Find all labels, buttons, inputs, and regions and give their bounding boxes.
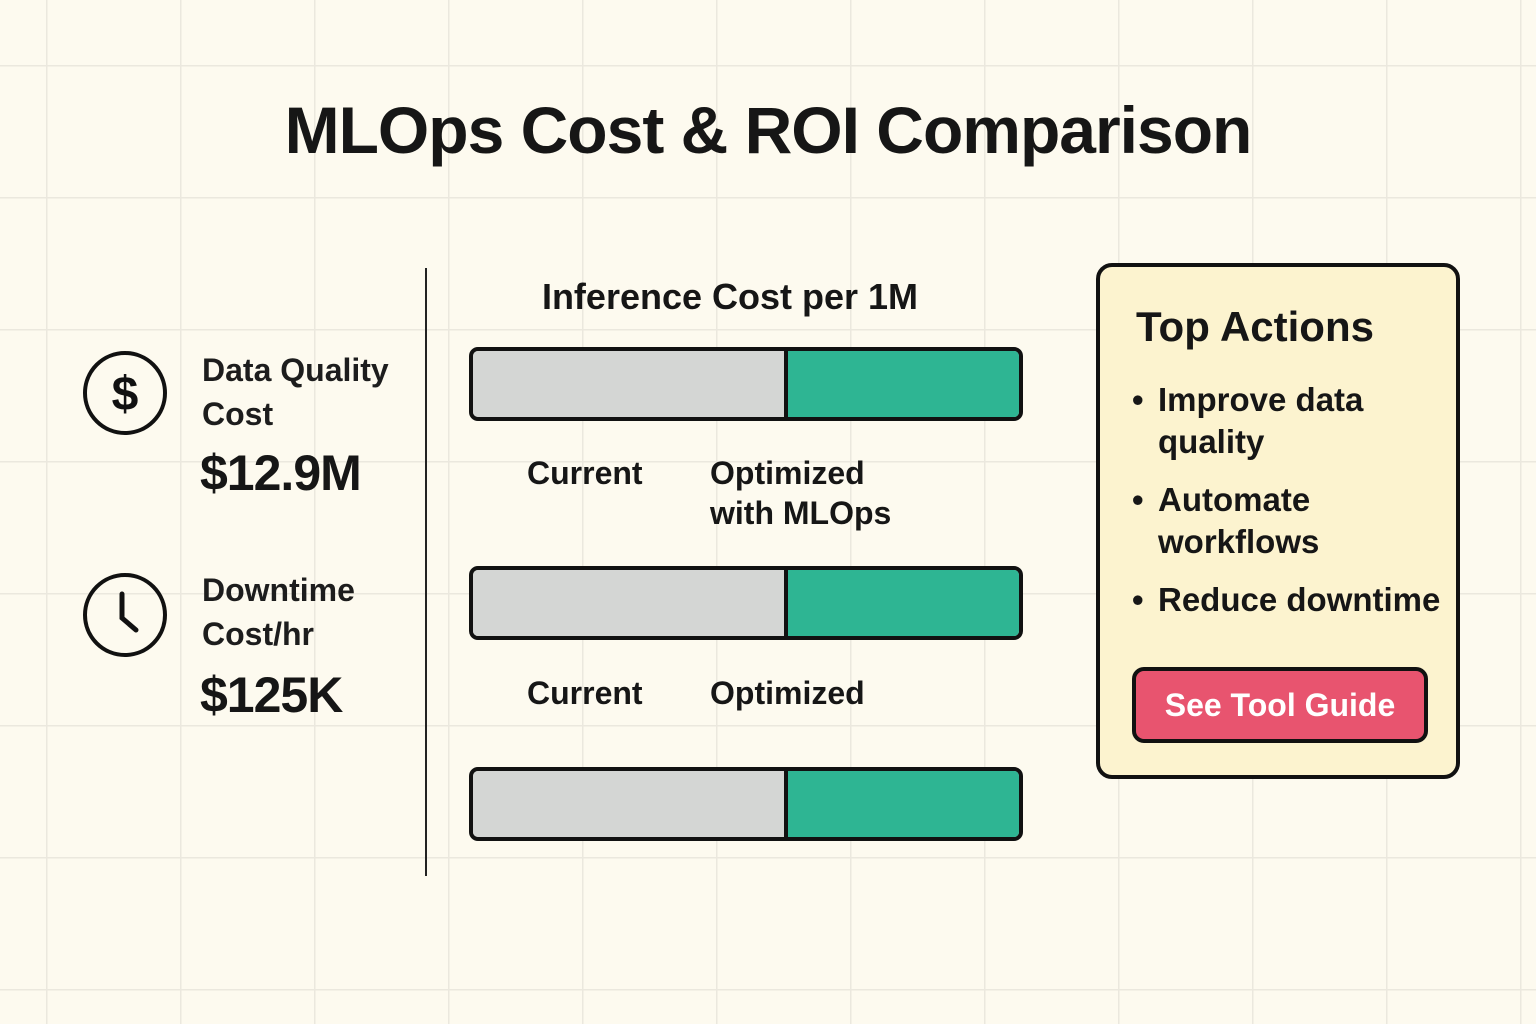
- bar-segment-current: [473, 570, 785, 636]
- cost-bar-2: [469, 566, 1023, 640]
- bullet-icon: •: [1132, 381, 1144, 418]
- bullet-icon: •: [1132, 581, 1144, 618]
- metric-label-data-quality: Data Quality Cost: [202, 348, 389, 436]
- page-title: MLOps Cost & ROI Comparison: [284, 93, 1253, 167]
- top-actions-panel: Top Actions • Improve data quality • Auto…: [1096, 263, 1460, 779]
- divider: [425, 268, 427, 876]
- action-text: Improve data: [1158, 381, 1364, 418]
- bar-segment-current: [473, 351, 785, 417]
- bar-label-line: with MLOps: [710, 495, 892, 531]
- bullet-icon: •: [1132, 481, 1144, 518]
- dollar-icon: $: [82, 350, 167, 435]
- bar-label-current: Current: [527, 675, 643, 711]
- bar-label-optimized: Optimized: [710, 675, 865, 711]
- bar-label-optimized: Optimized with MLOps: [710, 453, 891, 533]
- bar-label-current: Current: [527, 455, 643, 491]
- metric-label-downtime: Downtime Cost/hr: [202, 568, 355, 656]
- metric-label-line: Cost/hr: [202, 616, 314, 652]
- panel-title: Top Actions: [1136, 303, 1374, 350]
- bar-segment-optimized: [784, 771, 1019, 837]
- cost-bar-1: [469, 347, 1023, 421]
- bar-segment-optimized: [784, 351, 1019, 417]
- metric-label-line: Data Quality: [202, 352, 389, 388]
- chart-title: Inference Cost per 1M: [541, 276, 919, 317]
- action-item: • Improve data quality: [1132, 379, 1363, 463]
- action-item: • Automate workflows: [1132, 479, 1319, 563]
- metric-value-downtime: $125K: [200, 667, 343, 723]
- action-text: workflows: [1158, 523, 1320, 560]
- metric-value-data-quality: $12.9M: [200, 445, 362, 501]
- svg-text:$: $: [112, 368, 139, 421]
- metric-label-line: Cost: [202, 396, 274, 432]
- action-text: quality: [1158, 423, 1265, 460]
- clock-icon: [82, 572, 167, 657]
- bar-segment-optimized: [784, 570, 1019, 636]
- cost-bar-3: [469, 767, 1023, 841]
- see-tool-guide-button[interactable]: See Tool Guide: [1132, 667, 1428, 743]
- action-item: • Reduce downtime: [1132, 579, 1440, 621]
- bar-segment-current: [473, 771, 785, 837]
- action-text: Automate: [1158, 481, 1311, 518]
- bar-label-line: Optimized: [710, 455, 865, 491]
- metric-label-line: Downtime: [202, 572, 355, 608]
- action-text: Reduce downtime: [1158, 581, 1441, 618]
